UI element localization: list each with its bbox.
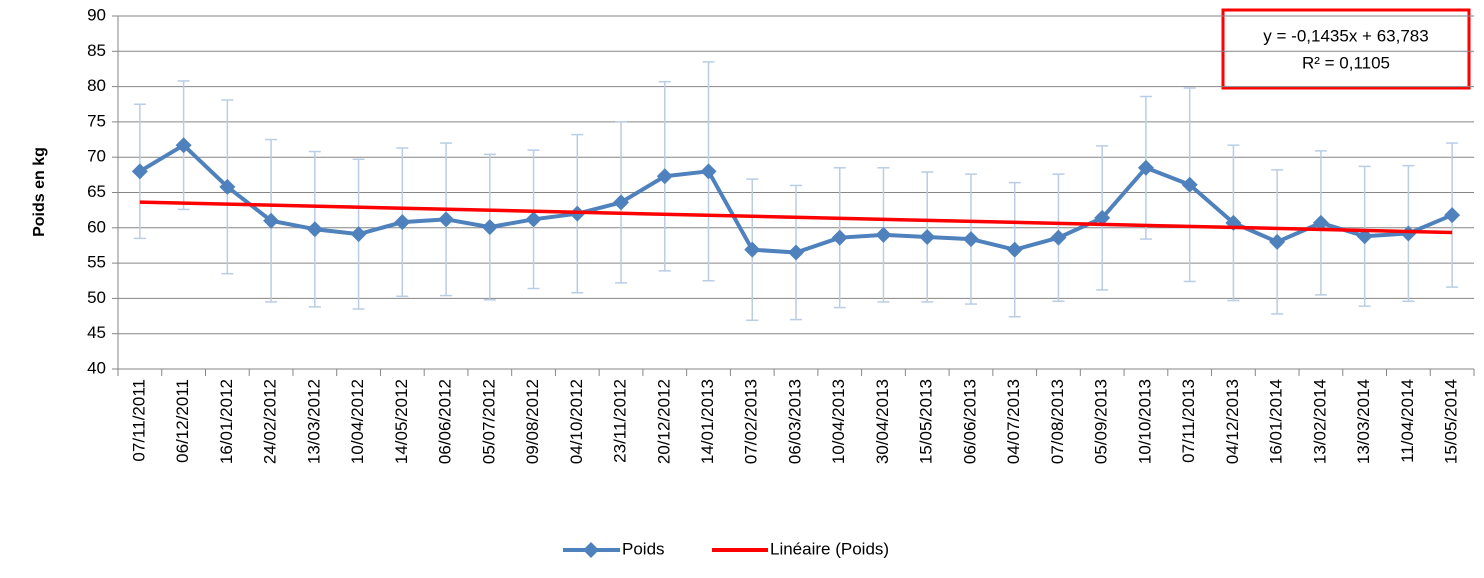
x-tick-label: 06/03/2013	[785, 379, 804, 464]
legend-label: Linéaire (Poids)	[770, 539, 889, 558]
marker	[1312, 214, 1329, 231]
marker	[1269, 233, 1286, 250]
marker	[744, 241, 761, 258]
marker	[1181, 176, 1198, 193]
marker	[1444, 207, 1461, 224]
x-tick-label: 04/10/2012	[567, 379, 586, 464]
x-tick-label: 10/04/2013	[829, 379, 848, 464]
marker	[613, 194, 630, 211]
legend-label: Poids	[622, 539, 665, 558]
x-tick-label: 06/12/2011	[173, 379, 192, 463]
x-tick-label: 13/03/2012	[304, 379, 323, 464]
y-tick-label: 70	[87, 147, 106, 166]
trend-r2: R² = 0,1105	[1302, 53, 1390, 72]
equation-box	[1221, 8, 1471, 90]
x-tick-label: 06/06/2013	[960, 379, 979, 464]
y-tick-label: 50	[87, 288, 106, 307]
x-tick-label: 13/03/2014	[1354, 379, 1373, 464]
marker	[700, 163, 717, 180]
marker	[131, 163, 148, 180]
marker	[962, 231, 979, 248]
marker	[875, 226, 892, 243]
x-tick-label: 06/06/2012	[436, 379, 455, 464]
marker	[525, 211, 542, 228]
x-tick-label: 14/01/2013	[698, 379, 717, 464]
x-tick-label: 15/05/2013	[917, 379, 936, 464]
trendline	[139, 200, 1453, 235]
y-tick-label: 55	[87, 253, 106, 272]
y-tick-label: 85	[87, 41, 106, 60]
trend-equation: y = -0,1435x + 63,783	[1263, 26, 1428, 45]
marker	[1094, 209, 1111, 226]
x-tick-label: 24/02/2012	[261, 379, 280, 464]
marker	[350, 226, 367, 243]
marker	[656, 168, 673, 185]
marker	[481, 219, 498, 236]
x-tick-label: 10/10/2013	[1135, 379, 1154, 464]
y-tick-label: 75	[87, 111, 106, 130]
y-tick-label: 45	[87, 323, 106, 342]
marker	[1050, 229, 1067, 246]
x-tick-label: 11/04/2014	[1398, 379, 1417, 463]
y-axis-label: Poids en kg	[31, 147, 48, 237]
x-tick-label: 05/07/2012	[479, 379, 498, 464]
legend-marker	[583, 542, 599, 558]
x-tick-label: 16/01/2014	[1267, 379, 1286, 464]
marker	[306, 221, 323, 238]
x-tick-label: 04/12/2013	[1223, 379, 1242, 464]
marker	[263, 212, 280, 229]
x-tick-label: 30/04/2013	[873, 379, 892, 464]
y-tick-label: 90	[87, 5, 106, 24]
y-tick-label: 40	[87, 358, 106, 377]
marker	[438, 211, 455, 228]
x-tick-label: 05/09/2013	[1092, 379, 1111, 464]
marker	[831, 229, 848, 246]
marker	[1137, 159, 1154, 176]
marker	[1006, 241, 1023, 258]
x-tick-label: 07/11/2011	[129, 379, 148, 462]
marker	[919, 228, 936, 245]
y-tick-label: 65	[87, 182, 106, 201]
y-tick-label: 80	[87, 76, 106, 95]
marker	[219, 178, 236, 195]
marker	[394, 214, 411, 231]
x-tick-label: 07/08/2013	[1048, 379, 1067, 464]
x-tick-label: 15/05/2014	[1442, 379, 1461, 464]
x-tick-label: 16/01/2012	[217, 379, 236, 464]
y-tick-label: 60	[87, 217, 106, 236]
x-tick-label: 07/11/2013	[1179, 379, 1198, 463]
marker	[1400, 225, 1417, 242]
x-tick-label: 23/11/2012	[611, 379, 630, 463]
marker	[788, 244, 804, 261]
x-tick-label: 13/02/2014	[1310, 379, 1329, 464]
x-tick-label: 07/02/2013	[742, 379, 761, 464]
x-tick-label: 14/05/2012	[392, 379, 411, 464]
marker	[175, 137, 192, 154]
x-tick-label: 20/12/2012	[654, 379, 673, 464]
x-tick-label: 10/04/2012	[348, 379, 367, 464]
x-tick-label: 09/08/2012	[523, 379, 542, 464]
x-tick-label: 04/07/2013	[1004, 379, 1023, 464]
